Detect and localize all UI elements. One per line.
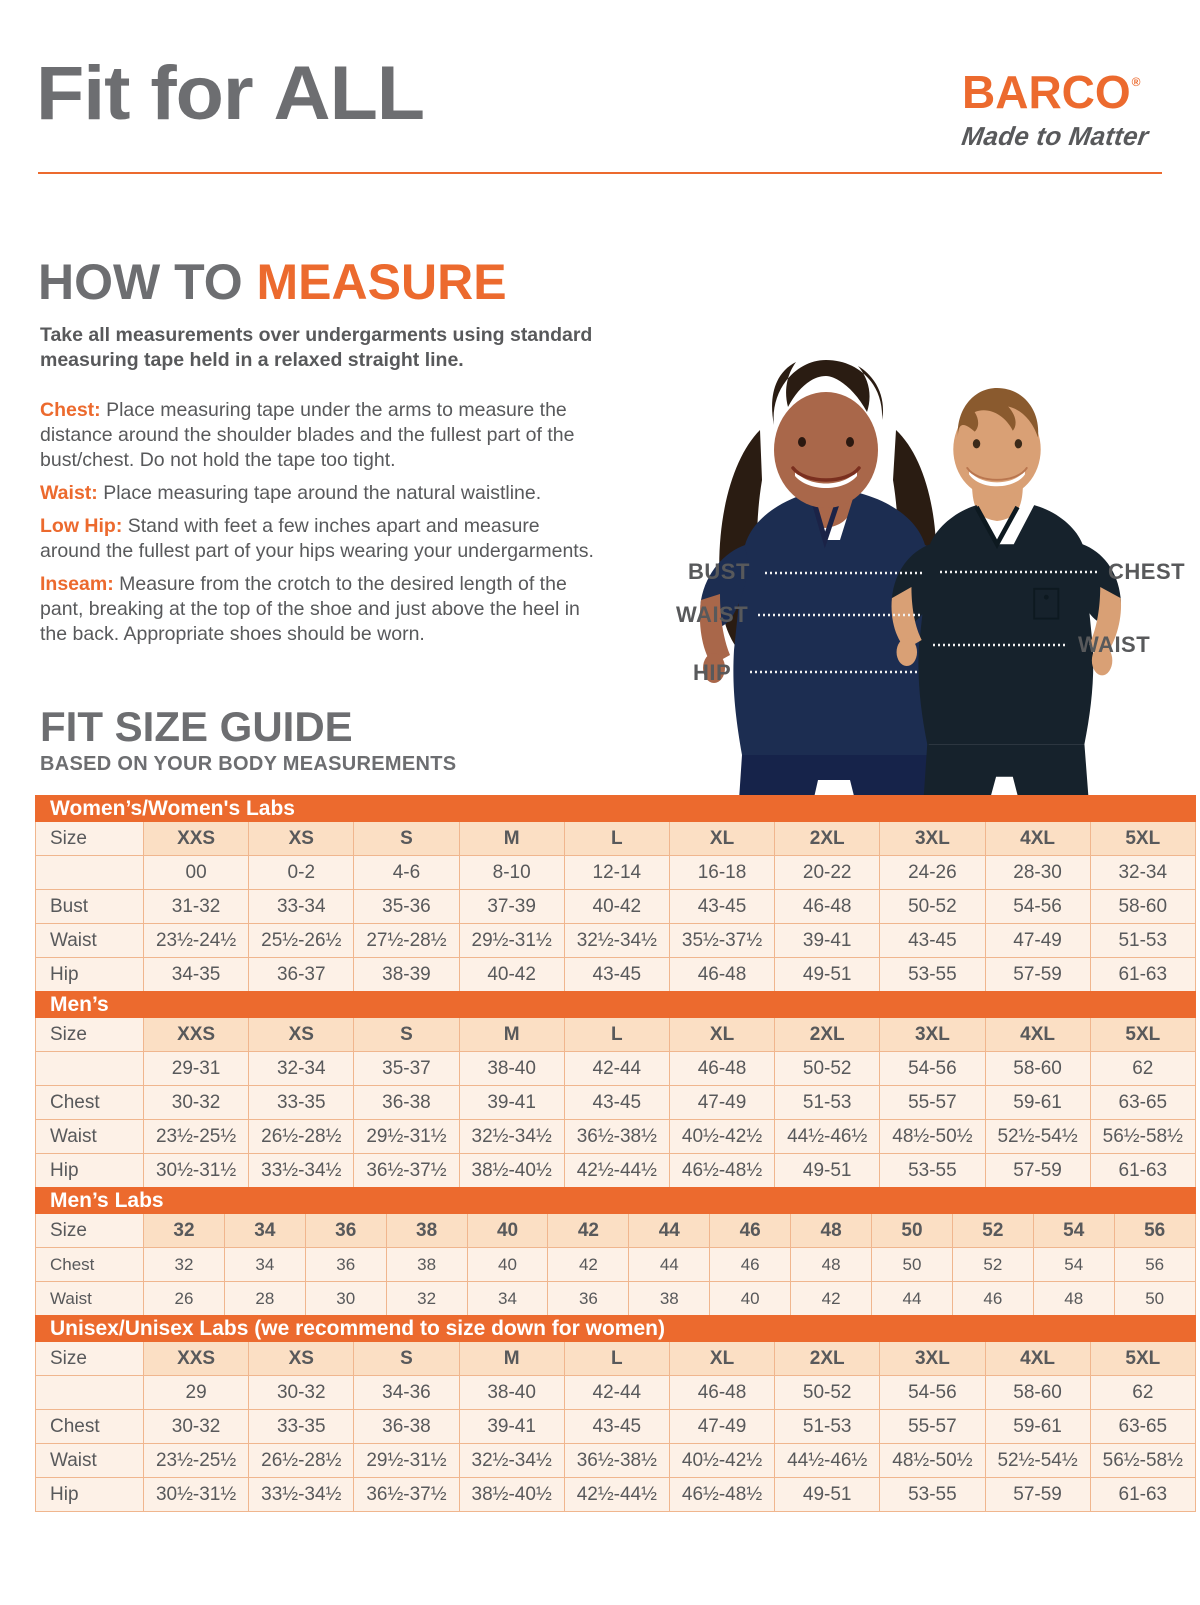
svg-text:WAIST: WAIST bbox=[676, 602, 748, 627]
svg-text:BUST: BUST bbox=[688, 559, 750, 584]
svg-text:WAIST: WAIST bbox=[1078, 632, 1150, 657]
svg-text:HIP: HIP bbox=[693, 660, 731, 685]
svg-text:CHEST: CHEST bbox=[1108, 559, 1185, 584]
